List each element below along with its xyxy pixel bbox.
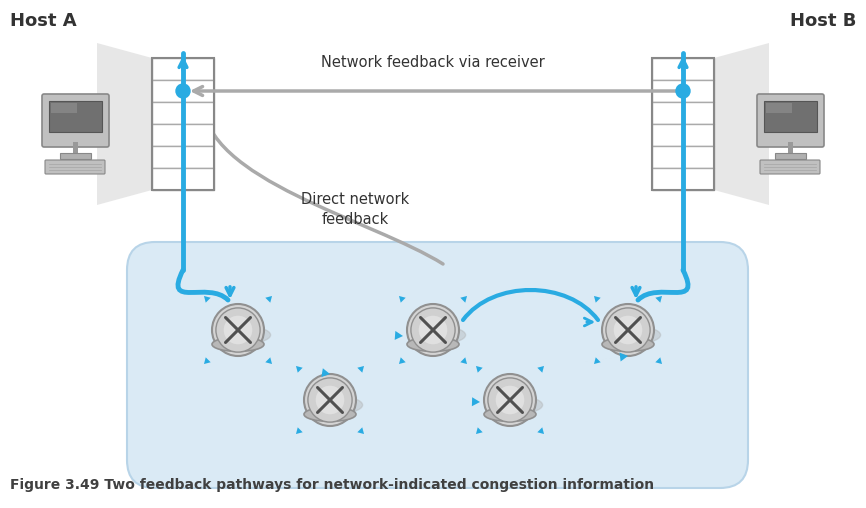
Bar [49, 101, 102, 132]
FancyArrow shape [594, 296, 605, 307]
Circle shape [418, 315, 448, 344]
FancyArrow shape [476, 423, 488, 434]
Ellipse shape [484, 407, 536, 422]
Ellipse shape [602, 337, 654, 352]
FancyBboxPatch shape [760, 160, 820, 174]
Bar [60, 153, 91, 159]
Ellipse shape [407, 337, 459, 352]
Ellipse shape [212, 337, 264, 352]
Circle shape [304, 374, 356, 426]
Circle shape [410, 308, 456, 352]
Ellipse shape [486, 396, 543, 414]
Text: Figure 3.49 Two feedback pathways for network-indicated congestion information: Figure 3.49 Two feedback pathways for ne… [10, 478, 654, 492]
Circle shape [676, 84, 690, 98]
Bar [652, 80, 714, 102]
Circle shape [316, 386, 345, 415]
FancyArrow shape [296, 366, 307, 377]
Circle shape [223, 315, 252, 344]
Bar [652, 124, 714, 146]
Text: Host A: Host A [10, 12, 76, 30]
Circle shape [407, 304, 459, 356]
Circle shape [212, 304, 264, 356]
FancyArrow shape [650, 296, 662, 307]
FancyBboxPatch shape [127, 242, 748, 488]
FancyArrow shape [456, 296, 467, 307]
FancyArrow shape [204, 353, 216, 364]
FancyBboxPatch shape [42, 94, 109, 147]
Circle shape [614, 315, 643, 344]
Bar [152, 102, 214, 124]
Circle shape [488, 378, 532, 422]
Bar [775, 153, 806, 159]
FancyArrow shape [399, 353, 410, 364]
FancyBboxPatch shape [757, 94, 824, 147]
Bar [652, 102, 714, 124]
Circle shape [216, 308, 260, 352]
Bar [152, 58, 214, 190]
Ellipse shape [213, 326, 270, 344]
FancyArrow shape [352, 423, 364, 434]
Circle shape [602, 304, 654, 356]
FancyArrow shape [204, 296, 216, 307]
Circle shape [495, 386, 524, 415]
Ellipse shape [304, 407, 356, 422]
Circle shape [308, 378, 352, 422]
FancyArrow shape [594, 353, 605, 364]
Bar [51, 103, 77, 113]
Bar [152, 168, 214, 190]
Text: Direct network
feedback: Direct network feedback [301, 192, 409, 227]
Bar [652, 146, 714, 168]
Bar [652, 58, 714, 80]
FancyArrow shape [261, 353, 272, 364]
Bar [152, 124, 214, 146]
Bar [152, 146, 214, 168]
Bar [766, 103, 792, 113]
FancyArrow shape [246, 360, 330, 377]
FancyArrow shape [268, 326, 403, 340]
FancyArrow shape [518, 353, 628, 370]
Text: Network feedback via receiver: Network feedback via receiver [321, 55, 545, 70]
Polygon shape [714, 43, 769, 205]
FancyArrow shape [360, 397, 480, 406]
FancyArrow shape [352, 366, 364, 377]
FancyArrow shape [456, 353, 467, 364]
Polygon shape [97, 43, 152, 205]
Ellipse shape [604, 326, 661, 344]
Bar [152, 80, 214, 102]
FancyArrow shape [533, 423, 544, 434]
Ellipse shape [306, 396, 363, 414]
FancyArrow shape [296, 423, 307, 434]
FancyBboxPatch shape [45, 160, 105, 174]
Circle shape [606, 308, 650, 352]
FancyArrow shape [261, 296, 272, 307]
FancyArrow shape [533, 366, 544, 377]
Bar [764, 101, 817, 132]
Circle shape [484, 374, 536, 426]
Circle shape [176, 84, 190, 98]
Text: Host B: Host B [790, 12, 856, 30]
Bar [652, 58, 714, 190]
Bar [152, 58, 214, 80]
Ellipse shape [409, 326, 466, 344]
FancyArrow shape [476, 366, 488, 377]
FancyArrow shape [650, 353, 662, 364]
Bar [652, 168, 714, 190]
FancyArrow shape [399, 296, 410, 307]
